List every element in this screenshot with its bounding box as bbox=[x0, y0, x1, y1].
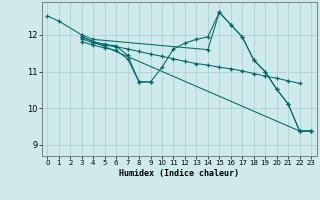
X-axis label: Humidex (Indice chaleur): Humidex (Indice chaleur) bbox=[119, 169, 239, 178]
